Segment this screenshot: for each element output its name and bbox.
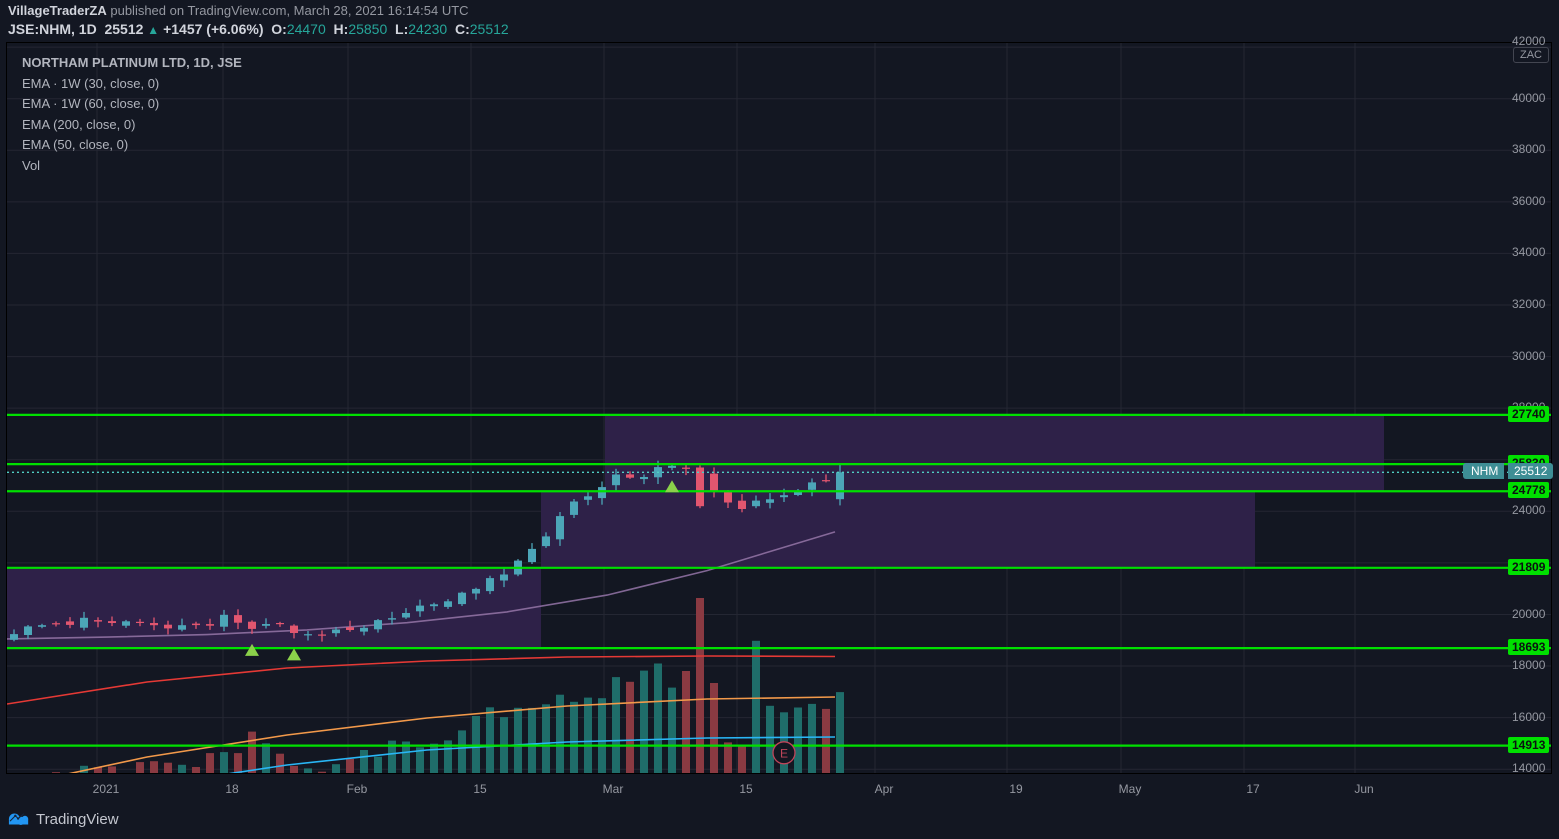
svg-text:E: E [780, 746, 788, 760]
